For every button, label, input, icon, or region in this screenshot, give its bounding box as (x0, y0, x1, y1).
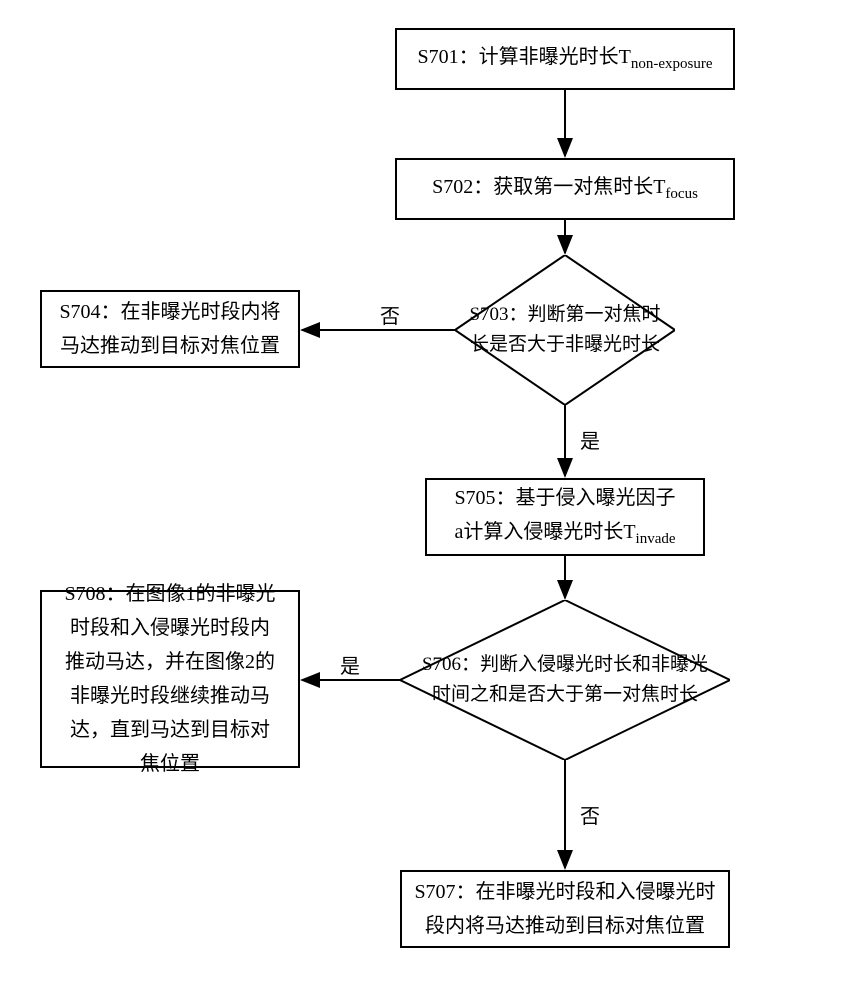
node-s703-label: S703：判断第一对焦时 长是否大于非曝光时长 (455, 255, 675, 405)
node-s707-label: S707：在非曝光时段和入侵曝光时 段内将马达推动到目标对焦位置 (414, 875, 715, 943)
edge-label-s706-yes: 是 (340, 650, 360, 679)
node-s706: S706：判断入侵曝光时长和非曝光 时间之和是否大于第一对焦时长 (400, 600, 730, 760)
node-s701: S701：计算非曝光时长Tnon-exposure (395, 28, 735, 90)
node-s704: S704：在非曝光时段内将 马达推动到目标对焦位置 (40, 290, 300, 368)
node-s707: S707：在非曝光时段和入侵曝光时 段内将马达推动到目标对焦位置 (400, 870, 730, 948)
edge-label-s703-yes: 是 (580, 425, 600, 454)
edge-label-s703-no: 否 (380, 300, 400, 329)
node-s704-label: S704：在非曝光时段内将 马达推动到目标对焦位置 (59, 295, 280, 363)
node-s702-label: S702：获取第一对焦时长Tfocus (432, 170, 698, 208)
node-s703: S703：判断第一对焦时 长是否大于非曝光时长 (455, 255, 675, 405)
node-s708: S708：在图像1的非曝光 时段和入侵曝光时段内 推动马达，并在图像2的 非曝光… (40, 590, 300, 768)
node-s705: S705：基于侵入曝光因子 a计算入侵曝光时长Tinvade (425, 478, 705, 556)
node-s701-label: S701：计算非曝光时长Tnon-exposure (418, 40, 713, 78)
node-s705-label: S705：基于侵入曝光因子 a计算入侵曝光时长Tinvade (454, 481, 675, 553)
node-s706-label: S706：判断入侵曝光时长和非曝光 时间之和是否大于第一对焦时长 (400, 600, 730, 760)
node-s708-label: S708：在图像1的非曝光 时段和入侵曝光时段内 推动马达，并在图像2的 非曝光… (64, 577, 275, 781)
node-s702: S702：获取第一对焦时长Tfocus (395, 158, 735, 220)
edge-label-s706-no: 否 (580, 800, 600, 829)
